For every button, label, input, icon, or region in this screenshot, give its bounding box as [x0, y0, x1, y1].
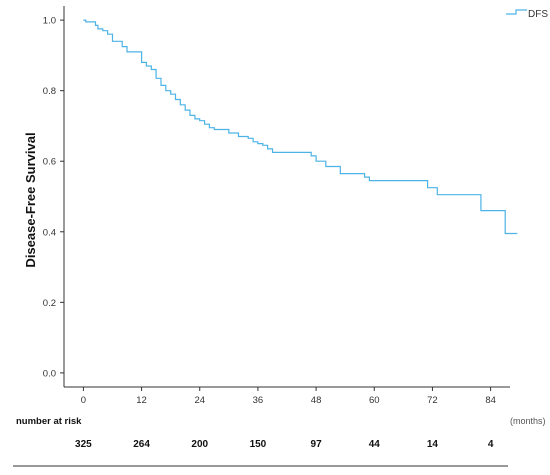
x-tick-label: 84	[485, 395, 496, 406]
risk-value: 200	[191, 439, 208, 450]
x-tick-label: 72	[427, 395, 438, 406]
y-tick-label: 0.8	[43, 86, 56, 97]
y-tick-label: 0.6	[43, 157, 56, 168]
y-ticks: 0.0 0.2 0.4 0.6 0.8 1.0	[43, 16, 64, 379]
x-ticks: 0 12 24 36 48 60 72 84	[81, 387, 496, 406]
dfs-survival-curve	[83, 19, 518, 235]
x-tick-label: 24	[194, 395, 205, 406]
legend-dfs-label: DFS	[528, 9, 548, 20]
y-tick-label: 0.4	[43, 227, 56, 238]
risk-value: 44	[369, 439, 381, 450]
x-tick-label: 48	[311, 395, 322, 406]
risk-value: 150	[250, 439, 267, 450]
y-tick-label: 1.0	[43, 16, 56, 27]
risk-table-values: 325 264 200 150 97 44 14 4	[75, 439, 494, 450]
risk-value: 325	[75, 439, 92, 450]
y-tick-label: 0.2	[43, 298, 56, 309]
x-tick-label: 36	[253, 395, 264, 406]
x-axis-unit: (months)	[510, 416, 546, 426]
legend: DFS	[506, 9, 548, 20]
risk-value: 4	[488, 439, 494, 450]
y-axis-label: Disease-Free Survival	[23, 132, 38, 267]
x-tick-label: 60	[369, 395, 380, 406]
x-tick-label: 0	[81, 395, 86, 406]
risk-table-title: number at risk	[16, 416, 82, 427]
y-tick-label: 0.0	[43, 368, 56, 379]
risk-value: 264	[133, 439, 150, 450]
x-tick-label: 12	[136, 395, 147, 406]
legend-dfs-swatch	[506, 9, 527, 15]
risk-value: 97	[311, 439, 323, 450]
risk-value: 14	[427, 439, 439, 450]
